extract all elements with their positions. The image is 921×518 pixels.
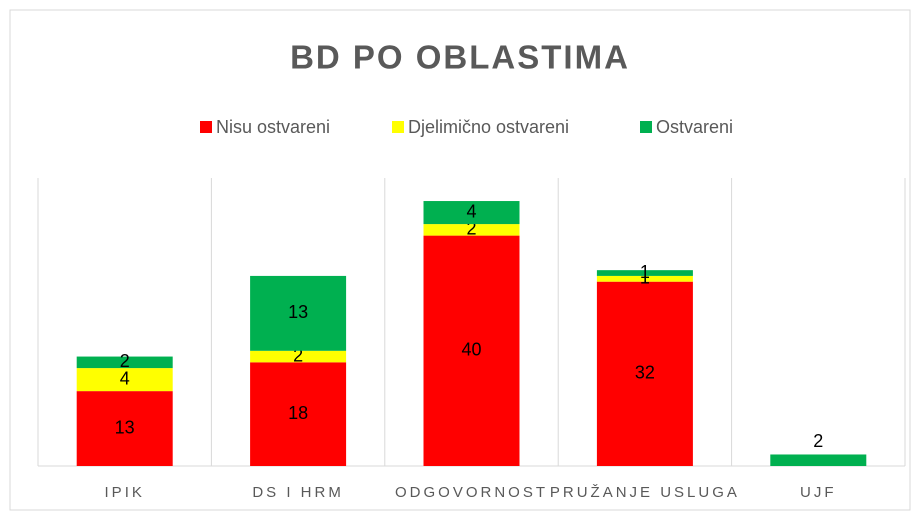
bar-segment [76, 368, 173, 392]
data-label: 32 [635, 363, 655, 383]
legend-label: Ostvareni [656, 117, 733, 137]
bar-segment [596, 275, 693, 282]
bar-segment [596, 281, 693, 466]
legend-label: Nisu ostvareni [216, 117, 330, 137]
data-label: 4 [120, 368, 130, 388]
data-label: 18 [288, 403, 308, 423]
x-tick-label: DS I HRM [252, 484, 344, 501]
data-label: 2 [293, 345, 303, 365]
legend-swatch [392, 121, 404, 133]
x-tick-label: ODGOVORNOST [395, 484, 548, 501]
data-label: 13 [288, 302, 308, 322]
bar-segment [423, 201, 520, 225]
x-tick-label: IPIK [105, 484, 145, 501]
data-label: 2 [120, 351, 130, 371]
bar-segment [76, 391, 173, 466]
bar-segment [250, 362, 347, 466]
legend-label: Djelimično ostvareni [408, 117, 569, 137]
bar-segment [770, 454, 867, 466]
data-label: 1 [640, 262, 650, 282]
bar-segment [423, 235, 520, 466]
legend-swatch [640, 121, 652, 133]
bar-segment [250, 275, 347, 351]
data-label: 2 [813, 431, 823, 451]
data-label: 1 [640, 268, 650, 288]
bar-segment [596, 270, 693, 276]
x-tick-label: UJF [800, 484, 837, 501]
chart-title: BD PO OBLASTIMA [290, 39, 630, 76]
data-label: 13 [115, 417, 135, 437]
data-label: 40 [461, 340, 481, 360]
data-label: 4 [466, 201, 476, 221]
bar-segment [76, 356, 173, 369]
bar-segment [250, 350, 347, 363]
bar-segment [423, 224, 520, 236]
data-label: 2 [466, 219, 476, 239]
x-tick-label: PRUŽANJE USLUGA [550, 484, 740, 501]
legend-swatch [200, 121, 212, 133]
